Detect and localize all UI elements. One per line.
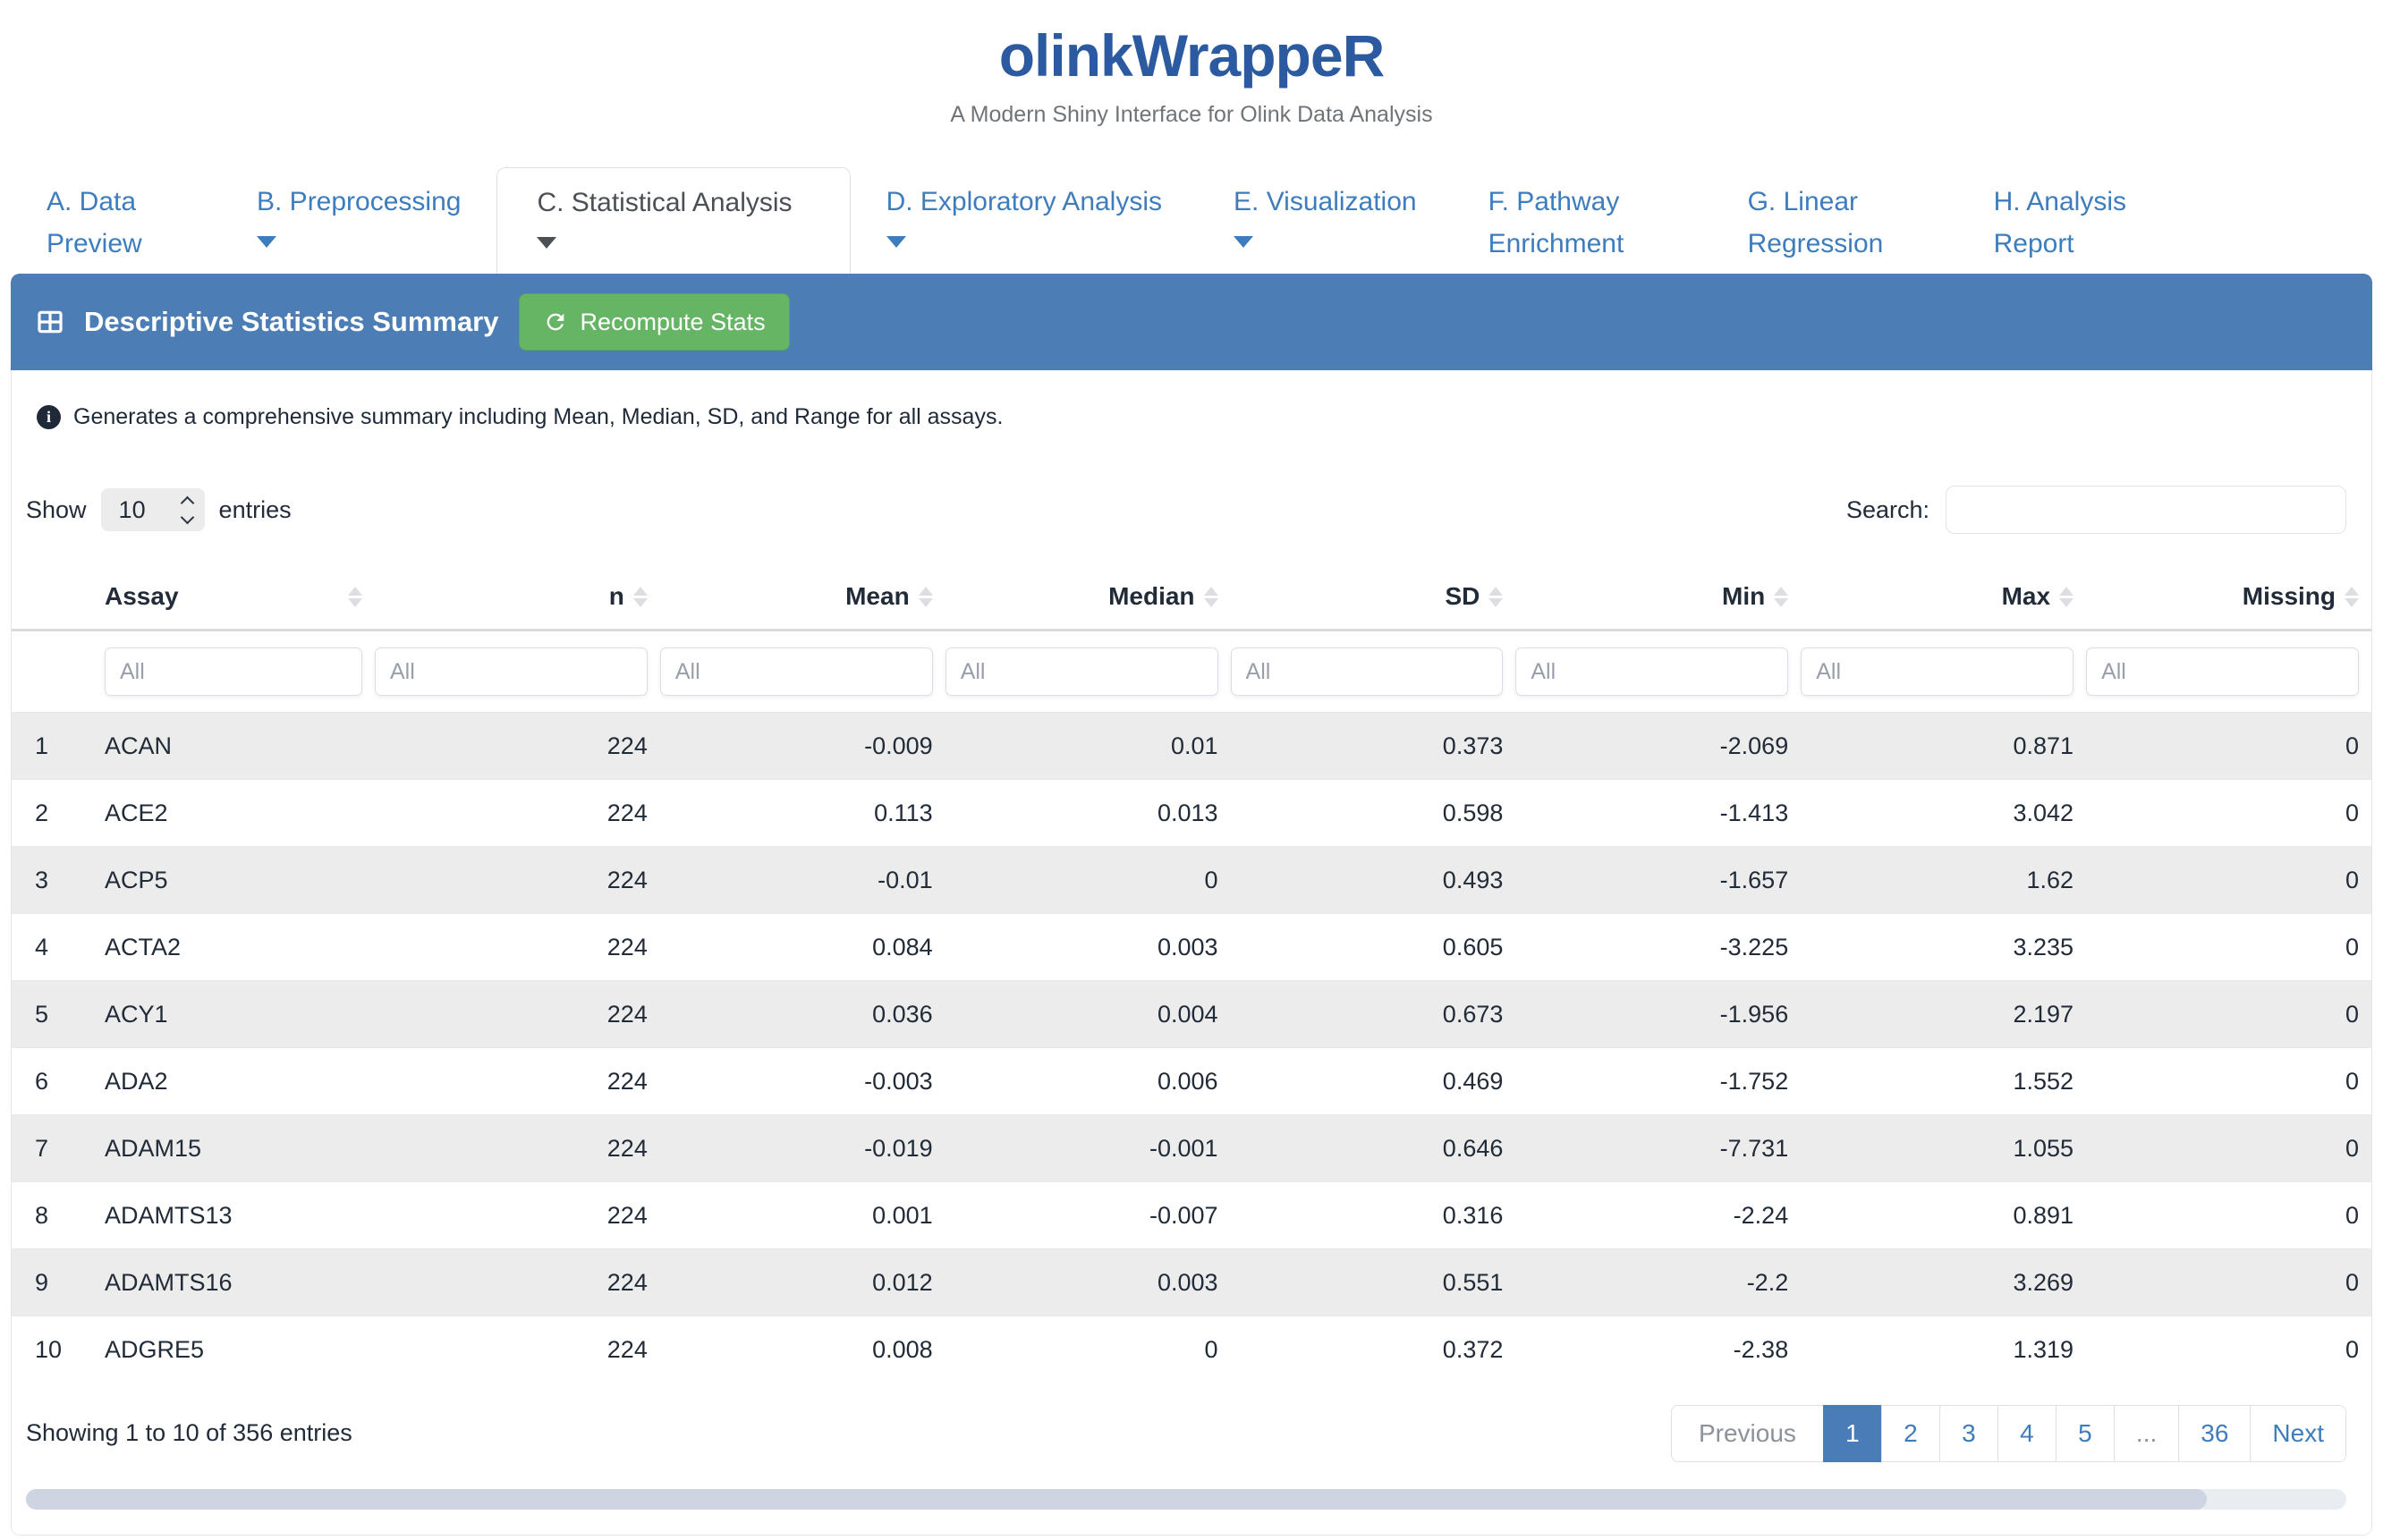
table-row: 2 ACE2 224 0.113 0.013 0.598 -1.413 3.04…: [12, 779, 2371, 847]
tab-data-preview[interactable]: A. Data Preview: [11, 167, 221, 274]
filter-input-max[interactable]: [1801, 647, 2074, 696]
sort-arrows-icon: [2059, 586, 2074, 607]
tab-label: C. Statistical Analysis: [537, 188, 793, 217]
pagination-next[interactable]: Next: [2250, 1404, 2346, 1462]
pagination-page-36[interactable]: 36: [2178, 1404, 2252, 1462]
tab-label: E. Visualization: [1234, 187, 1417, 216]
table-row: 5 ACY1 224 0.036 0.004 0.673 -1.956 2.19…: [12, 980, 2371, 1048]
table-row: 4 ACTA2 224 0.084 0.003 0.605 -3.225 3.2…: [12, 913, 2371, 981]
stats-card: Descriptive Statistics Summary Recompute…: [11, 274, 2372, 1536]
search-group: Search:: [1846, 486, 2346, 534]
caret-down-icon: [537, 236, 557, 249]
app-title: olinkWrappeR: [998, 22, 1386, 89]
filter-input-mean[interactable]: [659, 647, 933, 696]
card-header: Descriptive Statistics Summary Recompute…: [11, 274, 2372, 370]
pagination-previous[interactable]: Previous: [1670, 1404, 1824, 1462]
entries-label: entries: [218, 495, 292, 523]
pagination-page-3[interactable]: 3: [1938, 1404, 1998, 1462]
showing-entries-text: Showing 1 to 10 of 356 entries: [26, 1419, 352, 1446]
column-header-n[interactable]: n: [375, 564, 660, 631]
caret-down-icon: [1234, 235, 1254, 248]
filter-row: [12, 630, 2371, 713]
column-header-min[interactable]: Min: [1515, 564, 1802, 631]
filter-input-assay[interactable]: [105, 647, 362, 696]
column-header-sd[interactable]: SD: [1230, 564, 1516, 631]
sort-arrows-icon: [348, 586, 362, 607]
table-row: 1 ACAN 224 -0.009 0.01 0.373 -2.069 0.87…: [12, 712, 2371, 780]
page-length-value: 10: [118, 495, 146, 523]
pagination-page-2[interactable]: 2: [1880, 1404, 1940, 1462]
filter-input-missing[interactable]: [2086, 647, 2359, 696]
tab-label: B. Preprocessing: [257, 187, 462, 216]
table-row: 9 ADAMTS16 224 0.012 0.003 0.551 -2.2 3.…: [12, 1248, 2371, 1316]
tab-label: G. Linear Regression: [1747, 187, 1884, 258]
pagination-page-1[interactable]: 1: [1822, 1404, 1882, 1462]
recompute-stats-label: Recompute Stats: [580, 308, 766, 335]
sort-arrows-icon: [1774, 586, 1789, 607]
card-body: Generates a comprehensive summary includ…: [11, 370, 2372, 1536]
sort-arrows-icon: [632, 586, 648, 607]
table-row: 10 ADGRE5 224 0.008 0 0.372 -2.38 1.319 …: [12, 1316, 2371, 1383]
up-down-chevrons-icon: [180, 495, 194, 524]
page-length-select[interactable]: 10: [100, 488, 205, 531]
search-label: Search:: [1845, 495, 1929, 523]
app-subtitle: A Modern Shiny Interface for Olink Data …: [950, 102, 1433, 127]
filter-input-sd[interactable]: [1230, 647, 1504, 696]
column-header-assay[interactable]: Assay: [80, 564, 375, 631]
column-header-median[interactable]: Median: [945, 564, 1231, 631]
table-controls: Show 10 entries Search:: [12, 430, 2371, 534]
horizontal-scrollbar-thumb[interactable]: [26, 1488, 2208, 1510]
caret-down-icon: [257, 235, 276, 248]
info-circle-icon: [37, 405, 61, 429]
page-length-group: Show 10 entries: [26, 488, 292, 531]
filter-cell-index: [12, 630, 80, 713]
pagination-page-4[interactable]: 4: [1997, 1404, 2057, 1462]
table-row: 3 ACP5 224 -0.01 0 0.493 -1.657 1.62 0: [12, 846, 2371, 914]
tab-bar: A. Data Preview B. Preprocessing C. Stat…: [11, 167, 2372, 274]
tab-linear-regression[interactable]: G. Linear Regression: [1712, 167, 1958, 274]
column-header-mean[interactable]: Mean: [659, 564, 946, 631]
pagination: Previous 1 2 3 4 5 ... 36 Next: [1670, 1404, 2346, 1462]
table-footer: Showing 1 to 10 of 356 entries Previous …: [12, 1383, 2371, 1462]
sort-arrows-icon: [1488, 586, 1504, 607]
info-text: Generates a comprehensive summary includ…: [73, 404, 1004, 429]
show-label: Show: [26, 495, 87, 523]
info-line: Generates a comprehensive summary includ…: [12, 370, 2371, 430]
column-header-max[interactable]: Max: [1801, 564, 2087, 631]
horizontal-scrollbar-track[interactable]: [26, 1488, 2346, 1510]
caret-down-icon: [886, 235, 906, 248]
search-input[interactable]: [1946, 486, 2346, 534]
card-title: Descriptive Statistics Summary: [84, 306, 499, 337]
tab-label: A. Data Preview: [47, 187, 142, 258]
column-header-missing[interactable]: Missing: [2086, 564, 2371, 631]
tab-preprocessing[interactable]: B. Preprocessing: [221, 167, 496, 274]
pagination-page-5[interactable]: 5: [2055, 1404, 2115, 1462]
filter-input-n[interactable]: [375, 647, 648, 696]
tab-exploratory-analysis[interactable]: D. Exploratory Analysis: [851, 167, 1198, 274]
pagination-ellipsis: ...: [2113, 1404, 2180, 1462]
filter-input-min[interactable]: [1515, 647, 1789, 696]
tab-statistical-analysis[interactable]: C. Statistical Analysis: [496, 167, 851, 274]
table-row: 8 ADAMTS13 224 0.001 -0.007 0.316 -2.24 …: [12, 1181, 2371, 1249]
stats-table: Assay n Mean Median: [12, 564, 2371, 1383]
recompute-stats-button[interactable]: Recompute Stats: [518, 293, 790, 351]
table-row: 6 ADA2 224 -0.003 0.006 0.469 -1.752 1.5…: [12, 1047, 2371, 1115]
header-row: Assay n Mean Median: [12, 564, 2371, 631]
sort-arrows-icon: [918, 586, 933, 607]
filter-input-median[interactable]: [945, 647, 1218, 696]
tab-pathway-enrichment[interactable]: F. Pathway Enrichment: [1453, 167, 1712, 274]
sort-arrows-icon: [1203, 586, 1218, 607]
table-row: 7 ADAM15 224 -0.019 -0.001 0.646 -7.731 …: [12, 1114, 2371, 1182]
table-icon: [36, 308, 64, 336]
tab-label: H. Analysis Report: [1993, 187, 2126, 258]
column-header-index: [12, 564, 80, 631]
tab-analysis-report[interactable]: H. Analysis Report: [1958, 167, 2191, 274]
tab-visualization[interactable]: E. Visualization: [1198, 167, 1453, 274]
refresh-icon: [543, 309, 568, 334]
tab-label: D. Exploratory Analysis: [886, 187, 1163, 216]
app-header: olinkWrappeR A Modern Shiny Interface fo…: [0, 0, 2383, 128]
tab-label: F. Pathway Enrichment: [1488, 187, 1624, 258]
sort-arrows-icon: [2345, 586, 2359, 607]
